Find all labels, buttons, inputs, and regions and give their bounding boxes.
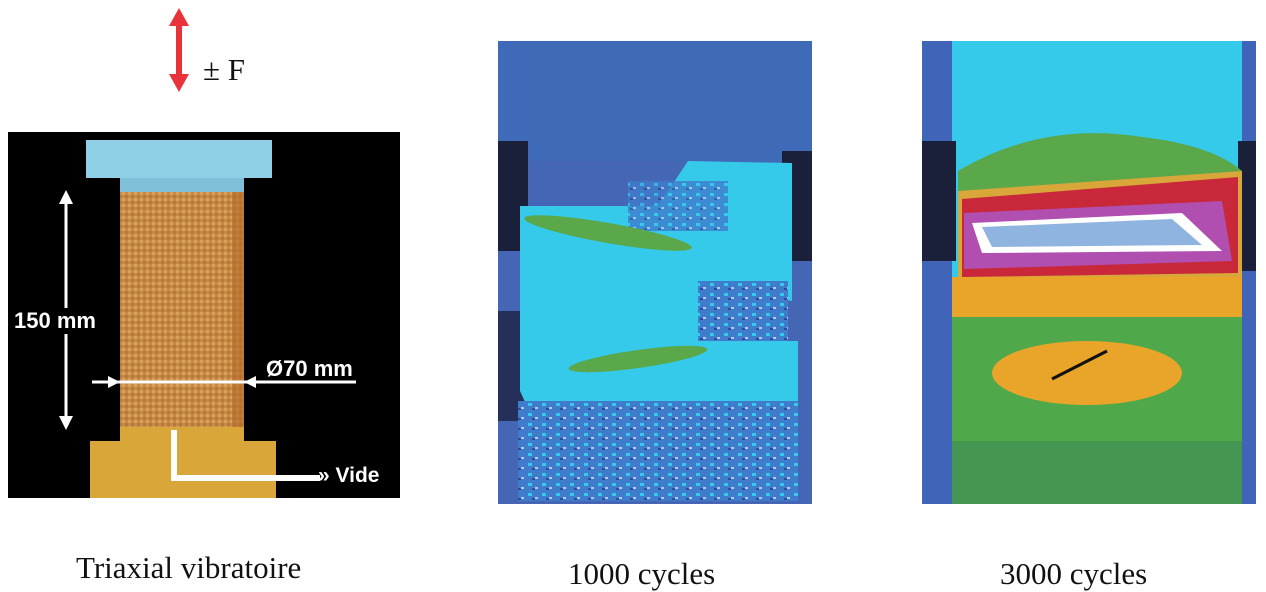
force-double-arrow-icon <box>169 8 189 92</box>
vacuum-label: » Vide <box>318 464 380 487</box>
caption-3000-cycles: 3000 cycles <box>1000 556 1148 591</box>
base <box>90 441 276 498</box>
height-dimension-label: 150 mm <box>12 308 98 334</box>
specimen <box>120 192 244 434</box>
top-cap <box>86 140 272 178</box>
thermal-image-3000-cycles <box>922 41 1256 504</box>
caption-1000-cycles: 1000 cycles <box>568 556 716 591</box>
diameter-dimension-label: Ø70 mm <box>266 356 353 381</box>
thermal-image-1000-cycles <box>498 41 812 504</box>
force-label: ± F <box>203 52 246 87</box>
triaxial-schematic-image: 150 mm Ø70 mm » Vide <box>8 132 400 498</box>
caption-triaxial: Triaxial vibratoire <box>76 550 302 585</box>
